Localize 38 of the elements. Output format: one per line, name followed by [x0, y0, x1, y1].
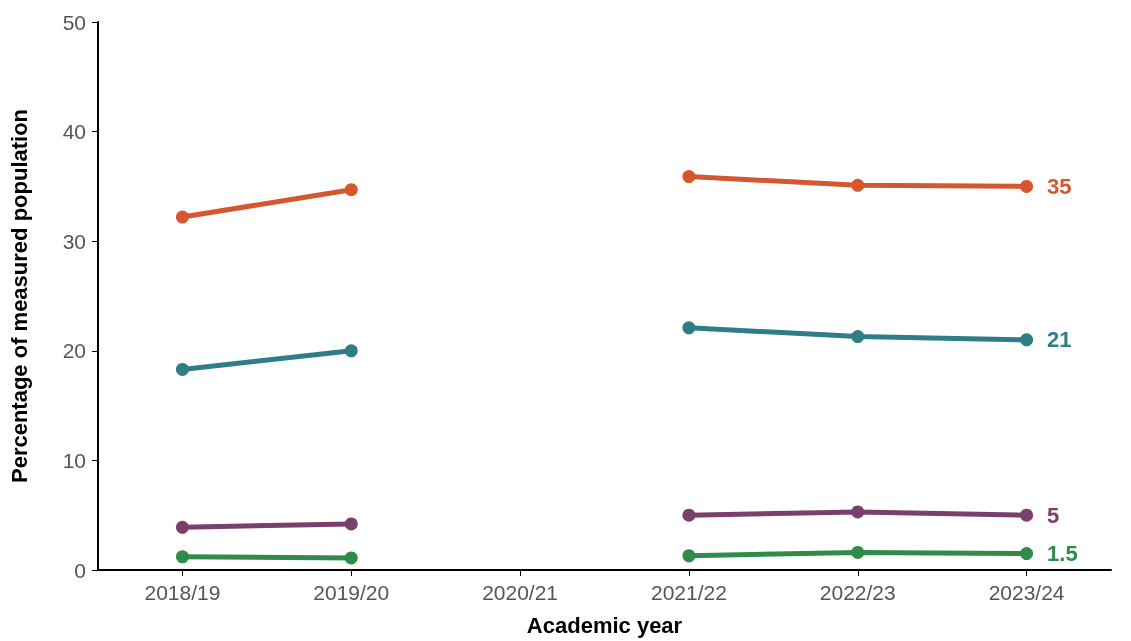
- point: [344, 517, 358, 531]
- point: [682, 508, 696, 522]
- point: [1020, 333, 1034, 347]
- data-label: 1.5: [1047, 541, 1078, 567]
- point: [851, 545, 865, 559]
- y-tick-label: 10: [62, 448, 86, 472]
- y-tick-label: 40: [62, 120, 86, 144]
- x-tick-label: 2023/24: [988, 581, 1065, 604]
- x-tick-label: 2022/23: [819, 581, 896, 604]
- point: [344, 344, 358, 358]
- point: [1020, 508, 1034, 522]
- point: [344, 551, 358, 565]
- data-label: 21: [1047, 327, 1072, 353]
- point: [344, 183, 358, 197]
- y-tick-label: 50: [62, 10, 86, 34]
- x-tick-label: 2019/20: [313, 581, 390, 604]
- point: [682, 549, 696, 563]
- point: [851, 178, 865, 192]
- point: [175, 520, 189, 534]
- point: [851, 505, 865, 519]
- point: [1020, 179, 1034, 193]
- point: [851, 330, 865, 344]
- y-axis-title: Percentage of measured population: [6, 108, 32, 484]
- point: [175, 362, 189, 376]
- point: [175, 210, 189, 224]
- x-tick-label: 2020/21: [482, 581, 559, 604]
- y-tick-label: 0: [74, 558, 86, 582]
- y-tick-label: 20: [62, 339, 86, 363]
- x-tick-label: 2021/22: [650, 581, 727, 604]
- y-tick-label: 30: [62, 229, 86, 253]
- point: [682, 170, 696, 184]
- point: [682, 321, 696, 335]
- x-axis-title: Academic year: [526, 612, 683, 638]
- data-label: 5: [1047, 502, 1060, 528]
- point: [1020, 547, 1034, 561]
- data-label: 35: [1047, 173, 1072, 199]
- x-tick-label: 2018/19: [144, 581, 221, 604]
- point: [175, 550, 189, 564]
